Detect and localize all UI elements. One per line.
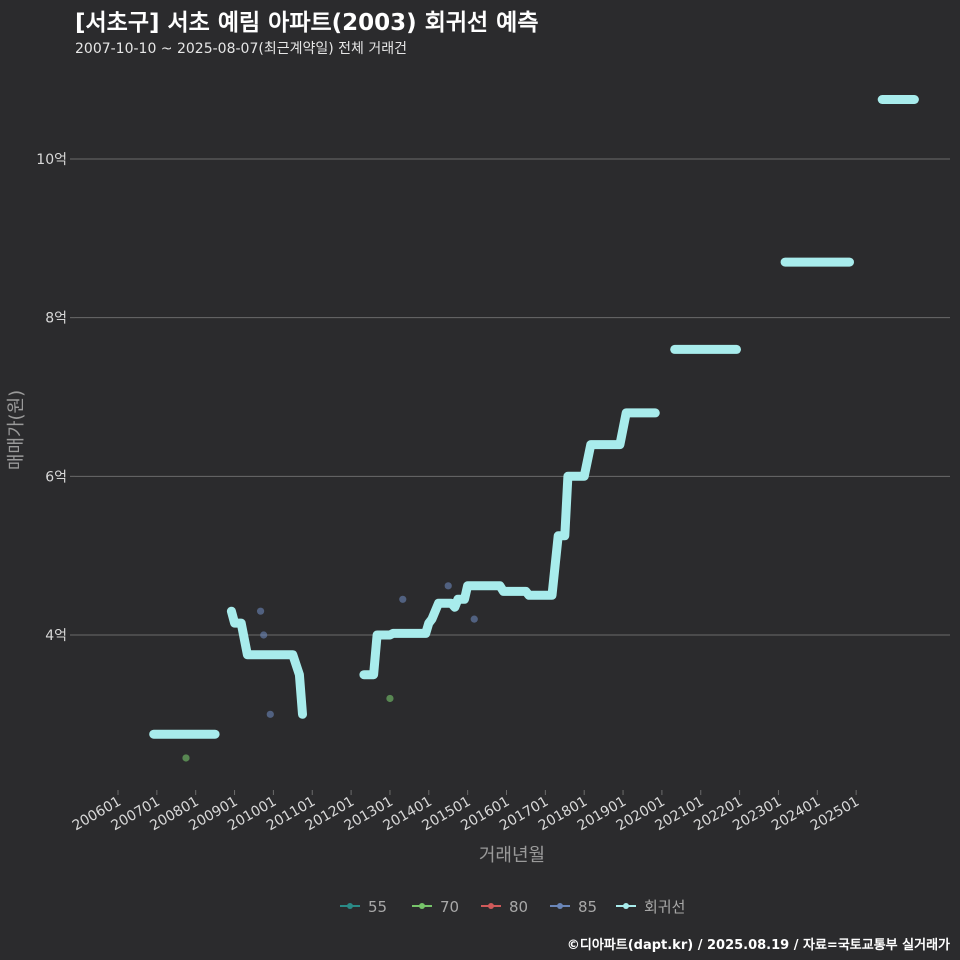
legend: 55 70 80 85 회귀선	[340, 898, 685, 916]
y-axis-label: 매매가(원)	[6, 390, 27, 470]
data-point-85	[399, 595, 407, 603]
y-axis-ticks: 4억 6억 8억 10억	[36, 152, 75, 644]
x-axis-label: 거래년월	[479, 845, 545, 866]
data-point-85	[470, 615, 478, 623]
y-tick-label: 8억	[45, 311, 67, 327]
legend-key-dot	[347, 903, 353, 909]
chart-subtitle: 2007-10-10 ~ 2025-08-07(최근계약일) 전체 거래건	[75, 41, 407, 57]
x-axis-ticks: 2006012007012008012009012010012011012012…	[70, 790, 862, 834]
data-point-85	[444, 582, 452, 590]
regression-segment	[359, 408, 660, 680]
legend-label: 55	[368, 898, 387, 916]
data-point-70	[386, 694, 394, 703]
regression-segment	[226, 606, 307, 719]
data-point-70	[182, 754, 190, 762]
legend-label: 회귀선	[644, 898, 685, 916]
legend-key-dot	[623, 903, 629, 909]
legend-key-dot	[419, 903, 425, 909]
legend-label: 70	[440, 898, 459, 916]
data-point-85	[266, 710, 274, 718]
y-tick-label: 4억	[45, 628, 67, 644]
scatter-points	[182, 582, 478, 762]
regression-line	[149, 95, 919, 739]
data-point-85	[256, 607, 265, 615]
legend-label: 85	[578, 898, 597, 916]
y-tick-label: 10억	[36, 152, 67, 168]
y-tick-label: 6억	[45, 469, 67, 485]
chart-title: [서초구] 서초 예림 아파트(2003) 회귀선 예측	[75, 10, 539, 36]
data-point-85	[260, 631, 268, 639]
source-caption: ©디아파트(dapt.kr) / 2025.08.19 / 자료=국토교통부 실…	[566, 938, 950, 953]
legend-key-dot	[557, 903, 563, 909]
grid-lines	[75, 158, 950, 636]
legend-key-dot	[488, 903, 494, 909]
legend-label: 80	[509, 898, 528, 916]
